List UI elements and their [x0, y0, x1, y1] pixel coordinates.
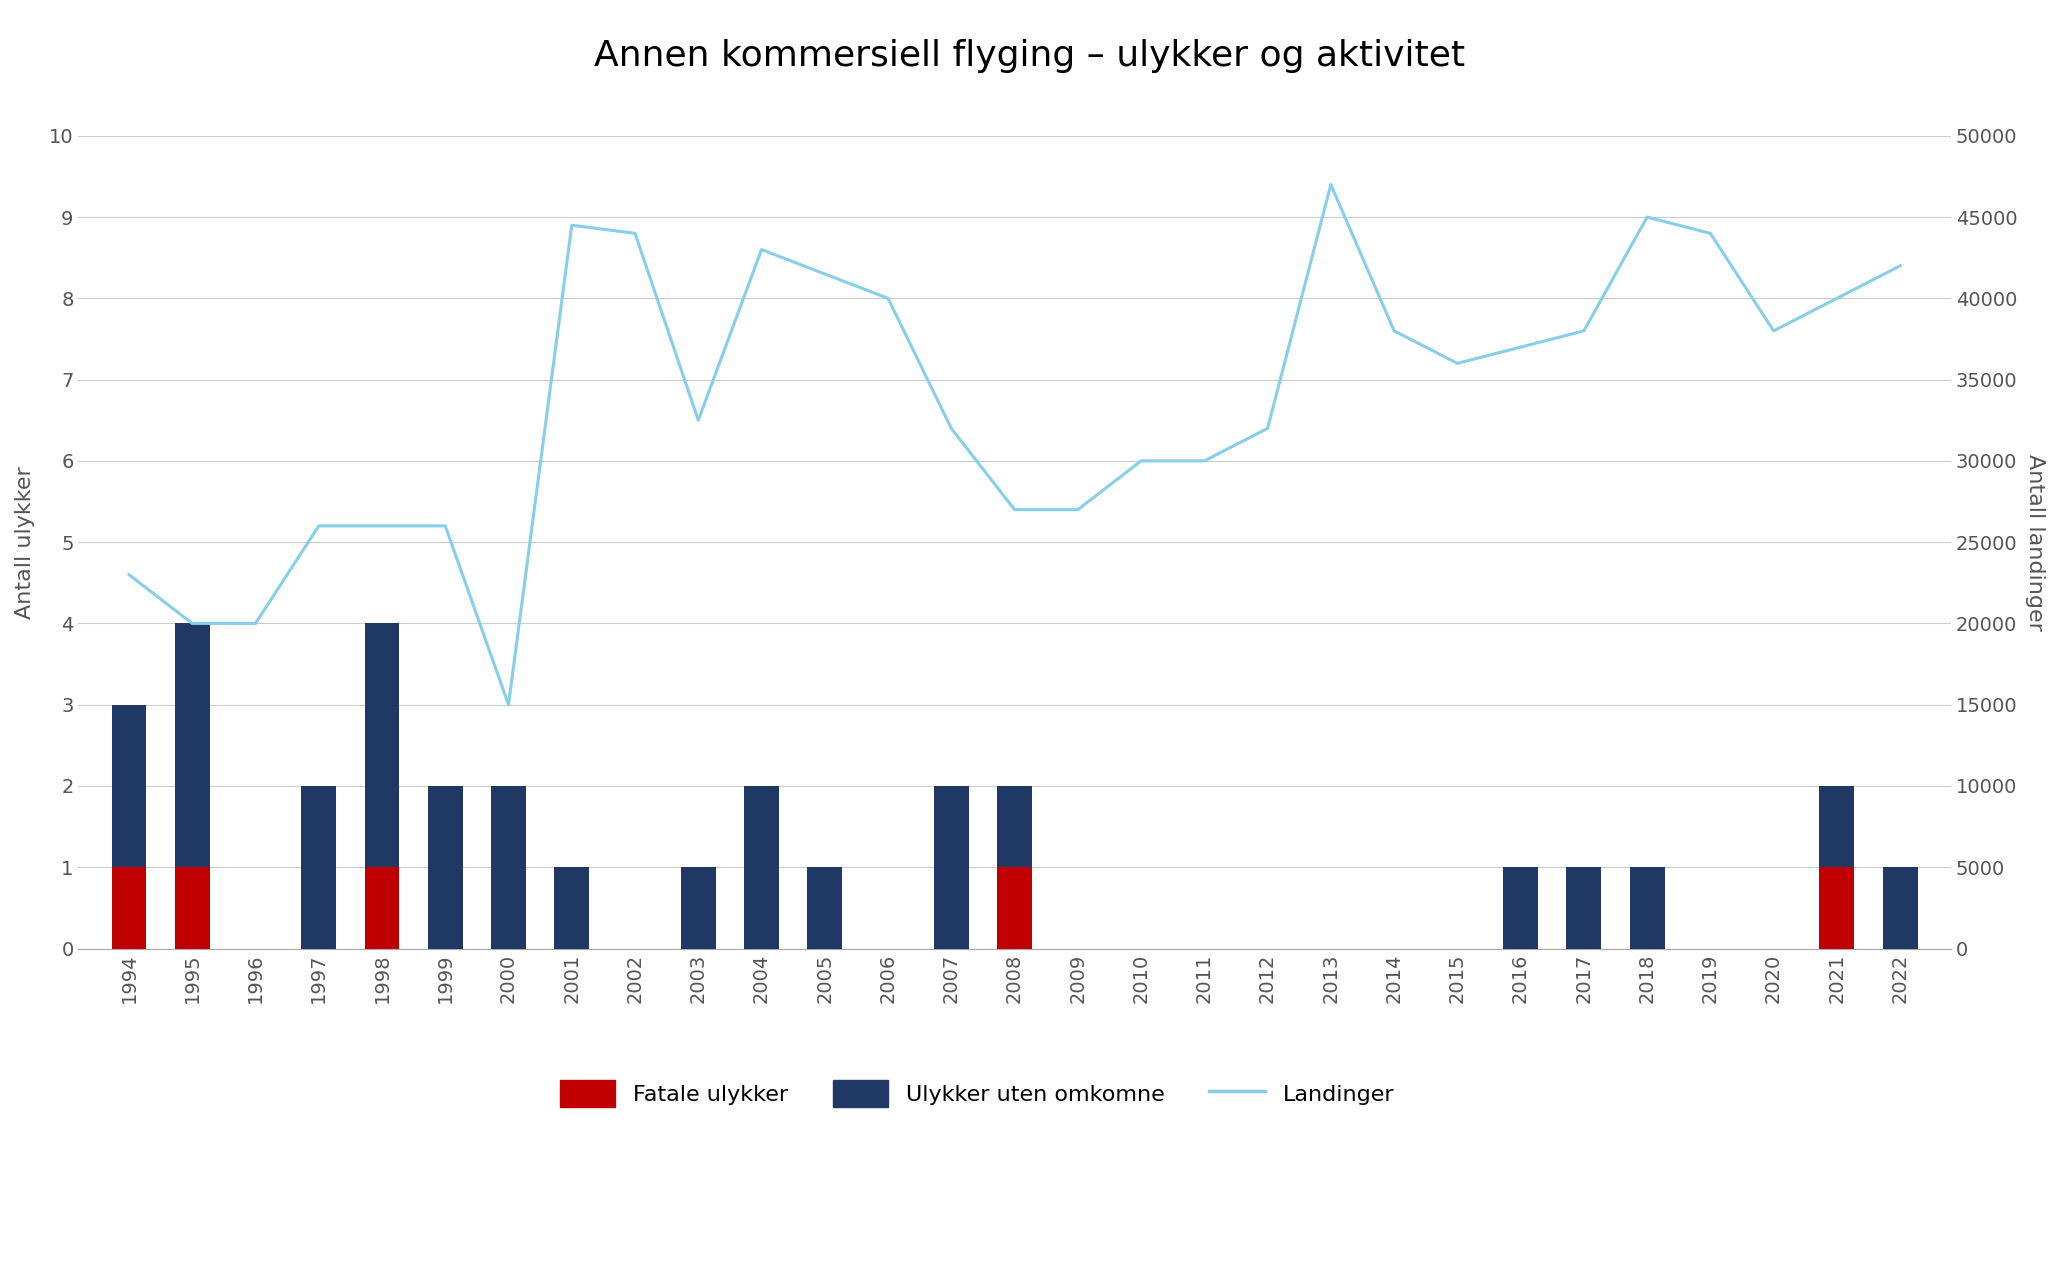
Legend: Fatale ulykker, Ulykker uten omkomne, Landinger: Fatale ulykker, Ulykker uten omkomne, La…: [550, 1071, 1403, 1116]
Landinger: [1129, 453, 1154, 468]
Landinger: [1318, 177, 1343, 193]
Bar: [682, 867, 715, 949]
Landinger: [1825, 291, 1850, 306]
Bar: [111, 867, 146, 949]
Bar: [301, 786, 336, 949]
Y-axis label: Antall ulykker: Antall ulykker: [14, 466, 35, 619]
Bar: [997, 867, 1032, 949]
Landinger: [243, 616, 268, 631]
Bar: [1883, 867, 1918, 949]
Landinger: [1255, 421, 1279, 436]
Bar: [365, 867, 400, 949]
Landinger: [1572, 323, 1596, 338]
Landinger: [1003, 502, 1028, 517]
Landinger: [307, 518, 332, 534]
Line: Landinger: Landinger: [130, 185, 1899, 705]
Landinger: [1065, 502, 1090, 517]
Bar: [365, 624, 400, 867]
Landinger: [560, 217, 585, 233]
Landinger: [1697, 225, 1722, 240]
Landinger: [369, 518, 393, 534]
Landinger: [750, 242, 775, 257]
Bar: [111, 705, 146, 867]
Landinger: [179, 616, 204, 631]
Bar: [1629, 867, 1664, 949]
Bar: [1566, 867, 1601, 949]
Bar: [1819, 867, 1854, 949]
Y-axis label: Antall landinger: Antall landinger: [2025, 454, 2046, 630]
Bar: [744, 786, 779, 949]
Landinger: [939, 421, 964, 436]
Landinger: [812, 266, 836, 282]
Bar: [1819, 786, 1854, 867]
Bar: [554, 867, 589, 949]
Landinger: [1382, 323, 1407, 338]
Bar: [428, 786, 464, 949]
Bar: [997, 786, 1032, 867]
Bar: [490, 786, 525, 949]
Landinger: [117, 567, 142, 583]
Text: Annen kommersiell flyging – ulykker og aktivitet: Annen kommersiell flyging – ulykker og a…: [595, 39, 1465, 72]
Landinger: [1636, 210, 1660, 225]
Bar: [175, 867, 210, 949]
Bar: [1504, 867, 1539, 949]
Landinger: [622, 225, 647, 240]
Bar: [933, 786, 968, 949]
Landinger: [876, 291, 900, 306]
Landinger: [686, 413, 711, 428]
Landinger: [433, 518, 457, 534]
Landinger: [1193, 453, 1217, 468]
Bar: [808, 867, 843, 949]
Landinger: [1761, 323, 1786, 338]
Bar: [175, 624, 210, 867]
Landinger: [1444, 356, 1469, 372]
Landinger: [1508, 340, 1533, 355]
Landinger: [1887, 258, 1912, 274]
Landinger: [496, 697, 521, 712]
